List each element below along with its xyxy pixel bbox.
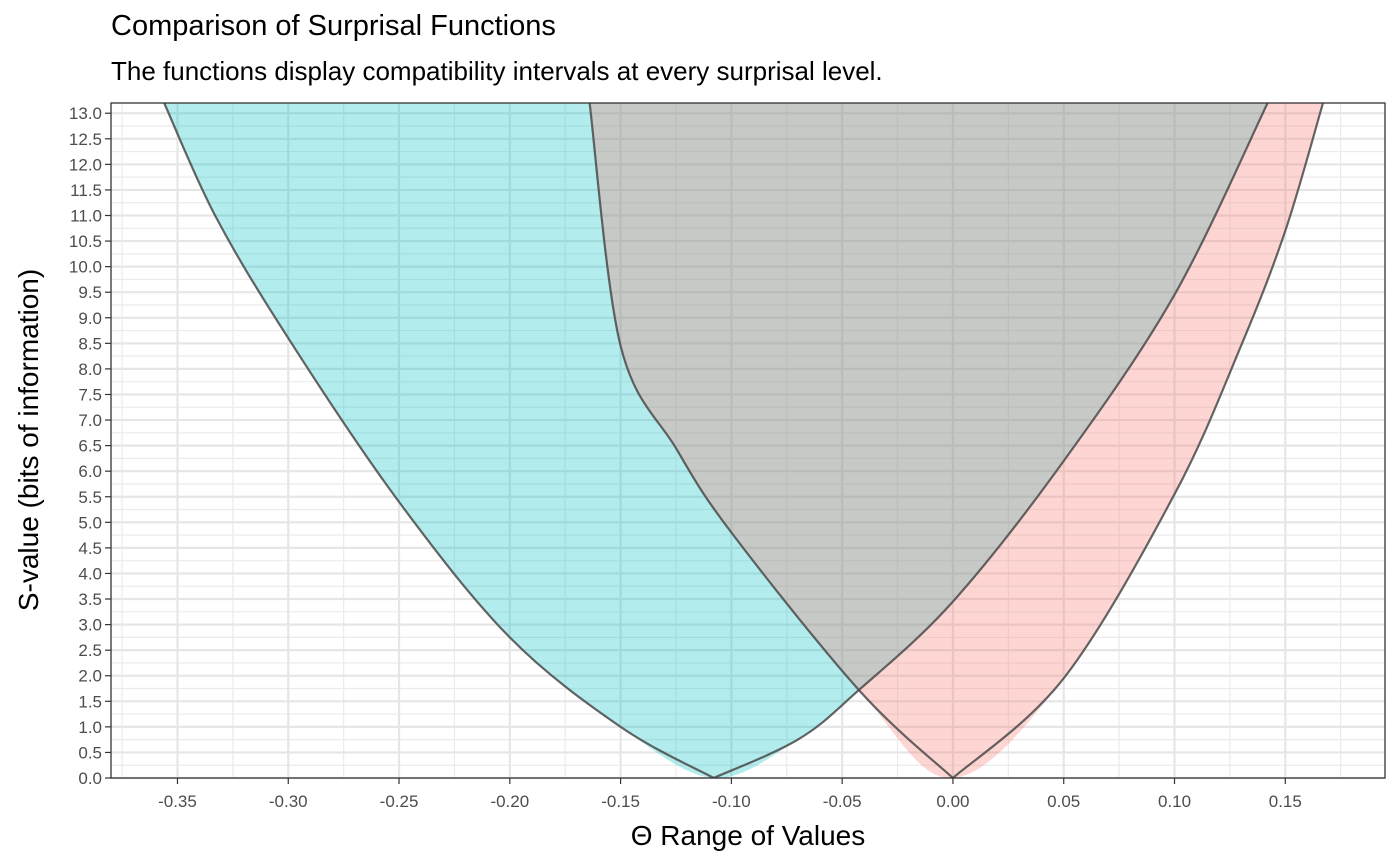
surprisal-curve-right-2 [952, 103, 1325, 778]
surprisal-area-1 [164, 103, 1268, 778]
y-tick-label: 5.5 [78, 488, 102, 507]
x-tick-label: -0.05 [823, 792, 862, 811]
x-tick-label: 0.00 [936, 792, 969, 811]
x-tick-label: -0.10 [712, 792, 751, 811]
x-tick-label: -0.35 [158, 792, 197, 811]
major-grid [111, 103, 1385, 780]
y-tick-label: 11.0 [70, 207, 102, 226]
x-tick-label: -0.25 [380, 792, 419, 811]
y-tick-label: 1.0 [78, 718, 102, 737]
y-tick-label: 2.0 [78, 667, 102, 686]
y-tick-label: 10.5 [69, 232, 102, 251]
x-tick-label: -0.15 [601, 792, 640, 811]
y-tick-label: 11.5 [70, 181, 102, 200]
y-tick-label: 4.0 [78, 564, 102, 583]
y-tick-label: 3.5 [78, 590, 102, 609]
surprisal-curve-right-1 [713, 103, 1269, 778]
y-tick-label: 2.5 [78, 641, 102, 660]
surprisal-curve-left-1 [163, 103, 715, 778]
panel-border [110, 102, 1386, 779]
y-tick-label: 12.5 [69, 130, 102, 149]
y-tick-label: 6.0 [78, 462, 102, 481]
y-tick-label: 9.0 [78, 309, 102, 328]
surprisal-area-2 [589, 103, 1323, 778]
x-tick-label: 0.15 [1269, 792, 1302, 811]
y-tick-label: 7.5 [78, 385, 102, 404]
y-axis-ticks: 0.0 0.5 1.0 1.5 2.0 2.5 3.0 3.5 4.0 4.5 5.0 5.5 6.0 6… [69, 104, 111, 788]
surprisal-areas [164, 103, 1323, 778]
y-tick-label: 6.5 [78, 437, 102, 456]
surprisal-curves [163, 103, 1325, 778]
chart-subtitle: The functions display compatibility inte… [111, 56, 883, 86]
y-tick-label: 7.0 [78, 411, 102, 430]
y-tick-label: 10.0 [69, 258, 102, 277]
y-tick-label: 13.0 [69, 104, 102, 123]
y-tick-label: 8.5 [78, 334, 102, 353]
x-axis-ticks: -0.35 -0.30 -0.25 -0.20 -0.15 -0.10 -0.05 0.00 0… [158, 778, 1302, 811]
chart-title: Comparison of Surprisal Functions [111, 10, 556, 42]
y-tick-label: 0.0 [78, 769, 102, 788]
y-tick-label: 5.0 [78, 513, 102, 532]
surprisal-curve-left-2 [588, 103, 954, 778]
x-tick-label: 0.05 [1047, 792, 1080, 811]
y-tick-label: 1.5 [78, 692, 102, 711]
x-tick-label: -0.20 [490, 792, 529, 811]
x-tick-label: 0.10 [1158, 792, 1191, 811]
y-axis-title: S-value (bits of information) [13, 269, 44, 611]
y-tick-label: 3.0 [78, 616, 102, 635]
x-axis-title: Θ Range of Values [631, 820, 866, 851]
x-tick-label: -0.30 [269, 792, 308, 811]
y-tick-label: 4.5 [78, 539, 102, 558]
y-tick-label: 9.5 [78, 283, 102, 302]
y-tick-label: 0.5 [78, 743, 102, 762]
y-tick-label: 8.0 [78, 360, 102, 379]
y-tick-label: 12.0 [69, 155, 102, 174]
